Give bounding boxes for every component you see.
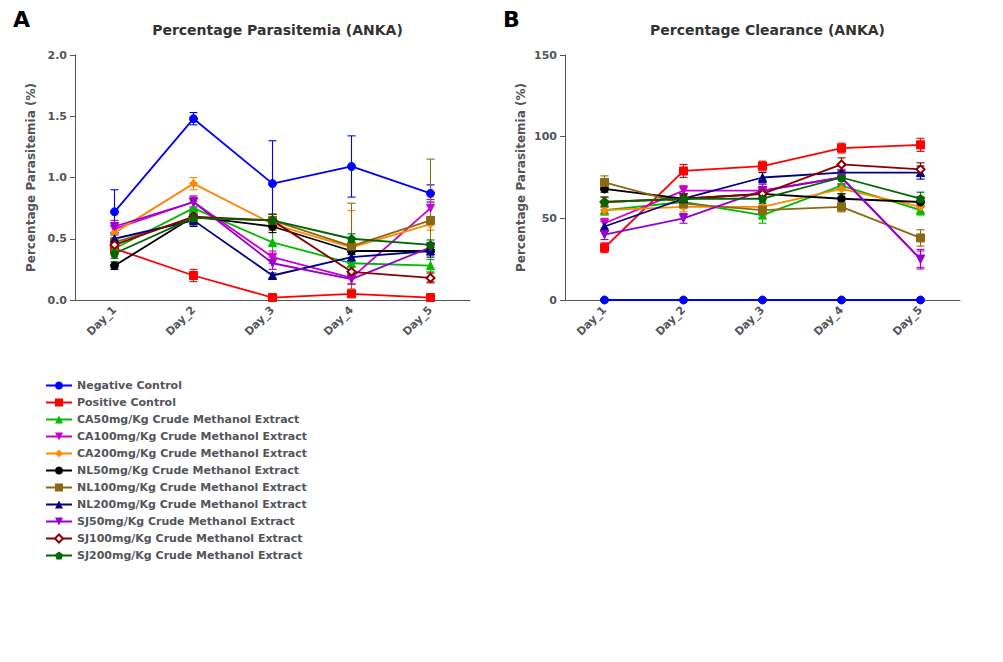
svg-text:Day_1: Day_1	[84, 303, 119, 338]
svg-text:SJ200mg/Kg Crude Methanol Extr: SJ200mg/Kg Crude Methanol Extract	[77, 549, 302, 562]
svg-text:2.0: 2.0	[48, 49, 68, 62]
svg-text:Day_4: Day_4	[321, 303, 356, 338]
svg-text:Day_4: Day_4	[811, 303, 846, 338]
svg-text:Percentage Parasitemia (%): Percentage Parasitemia (%)	[24, 83, 38, 272]
svg-text:NL200mg/Kg Crude Methanol Extr: NL200mg/Kg Crude Methanol Extract	[77, 498, 307, 511]
svg-text:0: 0	[549, 294, 557, 307]
svg-text:A: A	[13, 7, 30, 32]
svg-text:0.0: 0.0	[48, 294, 68, 307]
svg-text:CA100mg/Kg Crude Methanol Extr: CA100mg/Kg Crude Methanol Extract	[77, 430, 307, 443]
svg-text:50: 50	[542, 212, 558, 225]
svg-text:Percentage Parasitemia (%): Percentage Parasitemia (%)	[514, 83, 528, 272]
svg-text:SJ100mg/Kg Crude Methanol Extr: SJ100mg/Kg Crude Methanol Extract	[77, 532, 302, 545]
svg-text:CA200mg/Kg Crude Methanol Extr: CA200mg/Kg Crude Methanol Extract	[77, 447, 307, 460]
svg-text:NL100mg/Kg Crude Methanol Extr: NL100mg/Kg Crude Methanol Extract	[77, 481, 307, 494]
svg-text:Day_2: Day_2	[163, 303, 198, 338]
svg-text:0.5: 0.5	[48, 232, 68, 245]
svg-text:Percentage Clearance (ANKA): Percentage Clearance (ANKA)	[650, 22, 885, 38]
svg-text:Day_2: Day_2	[653, 303, 688, 338]
svg-text:CA50mg/Kg Crude Methanol Extra: CA50mg/Kg Crude Methanol Extract	[77, 413, 299, 426]
svg-text:Percentage Parasitemia (ANKA): Percentage Parasitemia (ANKA)	[152, 22, 403, 38]
svg-text:1.5: 1.5	[48, 110, 68, 123]
svg-text:SJ50mg/Kg Crude Methanol Extra: SJ50mg/Kg Crude Methanol Extract	[77, 515, 295, 528]
svg-text:150: 150	[534, 49, 557, 62]
svg-text:B: B	[503, 7, 520, 32]
svg-text:1.0: 1.0	[48, 171, 68, 184]
svg-text:Day_3: Day_3	[242, 303, 277, 338]
svg-text:Negative Control: Negative Control	[77, 379, 182, 392]
svg-text:NL50mg/Kg Crude Methanol Extra: NL50mg/Kg Crude Methanol Extract	[77, 464, 299, 477]
svg-text:Day_3: Day_3	[732, 303, 767, 338]
svg-text:Positive Control: Positive Control	[77, 396, 176, 409]
svg-text:Day_1: Day_1	[574, 303, 609, 338]
svg-text:Day_5: Day_5	[400, 303, 435, 338]
svg-text:100: 100	[534, 130, 557, 143]
svg-text:Day_5: Day_5	[890, 303, 925, 338]
